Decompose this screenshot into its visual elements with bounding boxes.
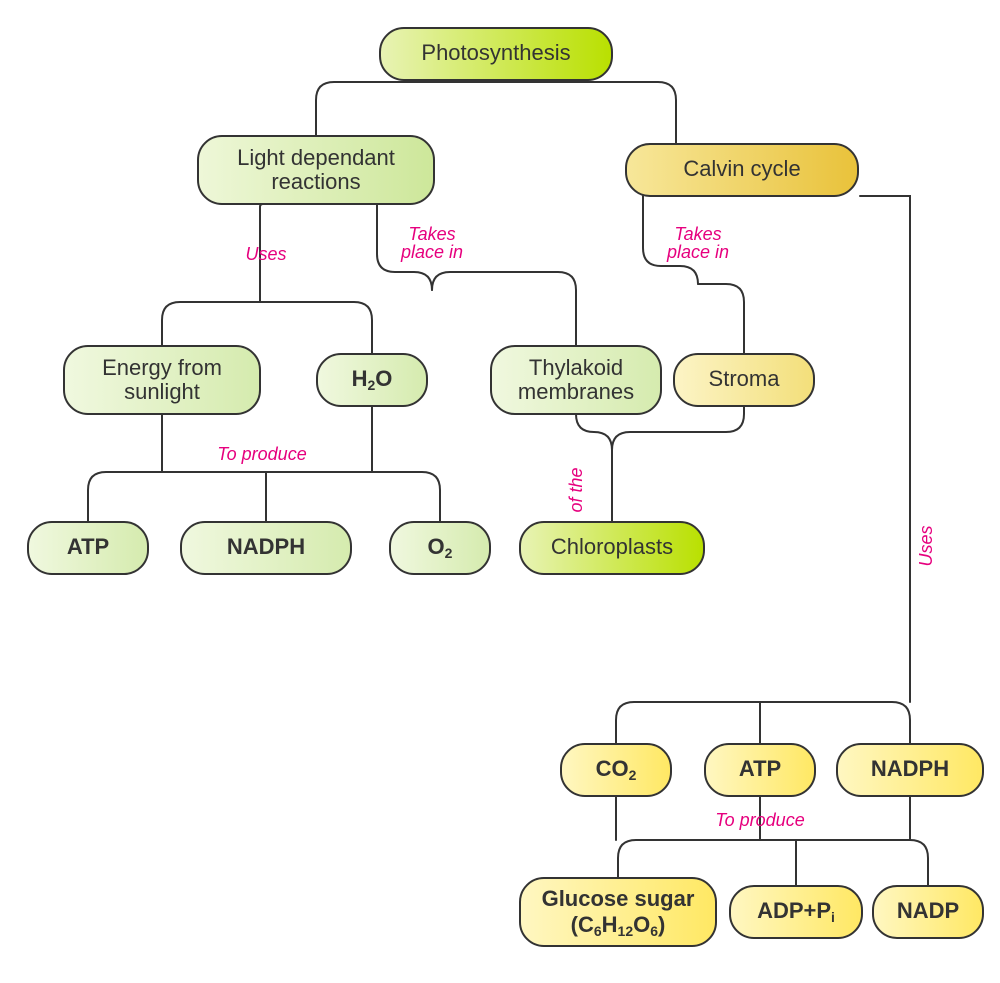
node-co2: CO2 [561, 744, 671, 796]
svg-text:Light dependant: Light dependant [237, 145, 395, 170]
svg-text:Photosynthesis: Photosynthesis [421, 40, 570, 65]
svg-text:Glucose sugar: Glucose sugar [542, 886, 695, 911]
node-glucose: Glucose sugar(C6H12O6) [520, 878, 716, 946]
edge-label-place1b: place in [400, 242, 463, 262]
svg-text:NADP: NADP [897, 898, 959, 923]
node-thyla: Thylakoidmembranes [491, 346, 661, 414]
svg-text:membranes: membranes [518, 379, 634, 404]
connector [432, 272, 576, 346]
edge-label-place2a: Takes [674, 224, 721, 244]
node-h2o: H2O [317, 354, 427, 406]
edge-label-place1a: Takes [408, 224, 455, 244]
edge-label-uses2: Uses [916, 525, 936, 566]
node-atp1: ATP [28, 522, 148, 574]
svg-text:reactions: reactions [271, 169, 360, 194]
node-adp: ADP+Pi [730, 886, 862, 938]
node-photo: Photosynthesis [380, 28, 612, 80]
node-chloro: Chloroplasts [520, 522, 704, 574]
connector [88, 472, 440, 522]
connector [616, 702, 910, 744]
svg-text:NADPH: NADPH [227, 534, 305, 559]
edge-label-prod1: To produce [217, 444, 306, 464]
node-stroma: Stroma [674, 354, 814, 406]
svg-text:Chloroplasts: Chloroplasts [551, 534, 673, 559]
node-o2: O2 [390, 522, 490, 574]
svg-text:Thylakoid: Thylakoid [529, 355, 623, 380]
connector [860, 196, 910, 702]
svg-text:ATP: ATP [67, 534, 109, 559]
connector [316, 82, 676, 144]
node-nadph1: NADPH [181, 522, 351, 574]
svg-text:ADP+Pi: ADP+Pi [757, 898, 835, 925]
node-calvin: Calvin cycle [626, 144, 858, 196]
svg-text:NADPH: NADPH [871, 756, 949, 781]
edge-label-ofthe: of the [566, 467, 586, 512]
photosynthesis-diagram: Photosynthesis Light dependantreactions Ca… [0, 0, 1000, 983]
svg-text:ATP: ATP [739, 756, 781, 781]
connector [698, 284, 744, 354]
edge-label-prod2: To produce [715, 810, 804, 830]
svg-text:sunlight: sunlight [124, 379, 200, 404]
edge-label-place2b: place in [666, 242, 729, 262]
svg-text:Calvin cycle: Calvin cycle [683, 156, 800, 181]
node-energy: Energy fromsunlight [64, 346, 260, 414]
node-atp2: ATP [705, 744, 815, 796]
svg-text:Energy from: Energy from [102, 355, 222, 380]
node-nadp: NADP [873, 886, 983, 938]
node-nadph2: NADPH [837, 744, 983, 796]
svg-text:Stroma: Stroma [709, 366, 781, 391]
edge-label-uses1: Uses [245, 244, 286, 264]
node-ldr: Light dependantreactions [198, 136, 434, 204]
